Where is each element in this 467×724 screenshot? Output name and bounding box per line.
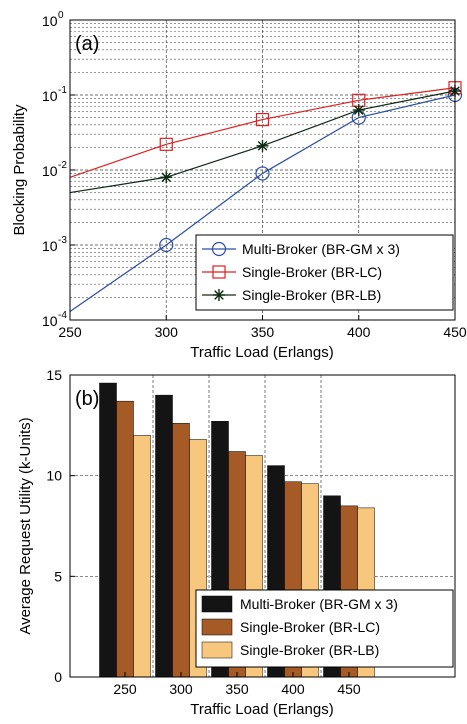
panel-a-y-tick-exp: 0: [58, 10, 64, 21]
panel-a-data-point: [353, 105, 364, 115]
panel-b-y-tick-label: 15: [46, 367, 62, 383]
panel-a-data-point: [161, 172, 172, 183]
panel-a-series: [69, 81, 463, 312]
panel-a-legend-marker: [212, 265, 226, 279]
panel-a-legend-box: [195, 234, 454, 311]
panel-a-data-point: [159, 137, 173, 151]
panel-a-data-point: [255, 166, 270, 181]
panel-a-legend-label: Multi-Broker (BR-GM x 3): [242, 241, 400, 257]
panel-a-y-tick-base: 10: [42, 88, 58, 104]
panel-a-y-tick-exp: -1: [58, 85, 67, 96]
panel-b-legend-swatch: [201, 618, 233, 636]
panel-a-data-point: [257, 141, 268, 151]
panel-b-bar-chart: 0 5 10 15 250 300 350 400 450 (b) Traffic Load (…: [17, 367, 456, 718]
panel-b-legend-swatch: [201, 641, 233, 659]
panel-b-label: (b): [75, 388, 99, 410]
panel-b-legend-swatch: [201, 595, 233, 613]
panel-a-y-tick-exp: -4: [58, 310, 67, 321]
panel-a-series-line: [69, 87, 456, 178]
panel-a-data-point: [159, 237, 174, 253]
panel-b-ticks: 0 5 10 15 250 300 350 400 450: [46, 367, 360, 697]
panel-a-x-tick-label: 350: [251, 324, 275, 340]
panel-b-bar: [116, 400, 134, 678]
panel-a-x-tick-label: 300: [155, 324, 179, 340]
panel-b-x-tick-label: 350: [225, 681, 249, 697]
panel-a-x-tick-label: 250: [58, 324, 82, 340]
panel-b-y-tick-label: 0: [54, 669, 62, 685]
panel-a-y-axis-title: Blocking Probability: [11, 104, 28, 235]
panel-b-legend: Multi-Broker (BR-GM x 3) Single-Broker (B…: [195, 589, 454, 668]
panel-b-y-tick-label: 5: [54, 568, 62, 584]
panel-b-x-tick-label: 400: [281, 681, 305, 697]
panel-b-bar: [99, 382, 117, 678]
panel-a-label: (a): [75, 33, 99, 55]
panel-a-grid: [70, 19, 455, 321]
panel-a-legend-label: Single-Broker (BR-LB): [242, 287, 381, 303]
panel-a-y-tick-base: 10: [42, 238, 58, 254]
panel-a-x-tick-label: 450: [443, 324, 467, 340]
panel-a-legend-marker: [214, 290, 224, 300]
panel-b-bar: [133, 435, 151, 678]
panel-b-y-tick-label: 10: [46, 468, 62, 484]
panel-b-x-tick-label: 300: [169, 681, 193, 697]
panel-b-x-axis-title: Traffic Load (Erlangs): [190, 701, 333, 718]
panel-a-series-line: [69, 94, 456, 312]
panel-b-bar: [172, 423, 190, 678]
panel-a-legend-label: Single-Broker (BR-LC): [242, 264, 382, 280]
panel-a-legend-marker: [211, 241, 227, 257]
panel-a-y-tick-exp: -3: [58, 235, 67, 246]
panel-a-y-tick-base: 10: [42, 13, 58, 29]
panel-b-x-tick-label: 450: [337, 681, 361, 697]
panel-a-x-axis-title: Traffic Load (Erlangs): [190, 344, 333, 361]
panel-a-y-tick-base: 10: [42, 313, 58, 329]
panel-a-x-tick-label: 400: [347, 324, 371, 340]
panel-b-x-tick-label: 250: [113, 681, 137, 697]
panel-a-y-tick-exp: -2: [58, 160, 67, 171]
panel-a-data-point: [255, 112, 270, 127]
panel-b-legend-label: Single-Broker (BR-LC): [240, 619, 380, 635]
panel-b-legend-label: Single-Broker (BR-LB): [240, 642, 379, 658]
panel-b-legend-label: Multi-Broker (BR-GM x 3): [240, 596, 398, 612]
panel-b-y-axis-title: Average Request Utility (k-Units): [17, 417, 34, 634]
panel-b-bar: [155, 394, 173, 678]
panel-b-legend-box: [195, 589, 454, 668]
panel-b-plot-frame: [69, 374, 456, 678]
panel-a-y-tick-base: 10: [42, 163, 58, 179]
panel-a-legend: Multi-Broker (BR-GM x 3) Single-Broker (B…: [195, 234, 454, 311]
